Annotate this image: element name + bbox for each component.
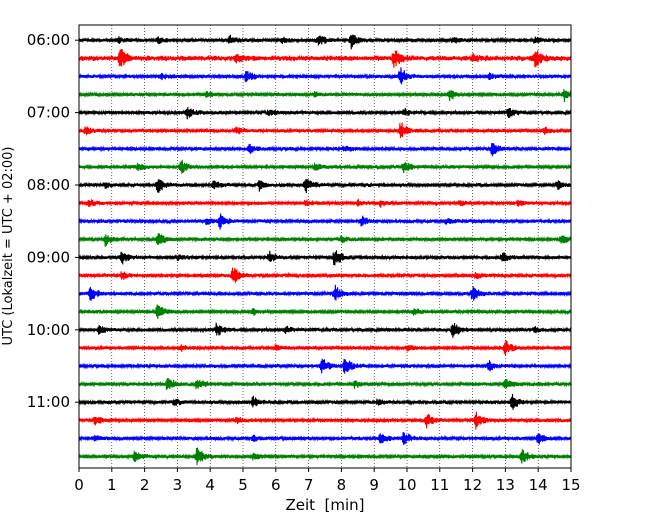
trace-0645 (78, 89, 572, 103)
trace-1015 (78, 339, 572, 356)
x-tick-label: 12 (463, 476, 482, 494)
x-tick-label: 7 (304, 476, 314, 494)
y-axis-label: UTC (Lokalzeit = UTC + 02:00) (1, 147, 16, 346)
y-tick-label: 06:00 (27, 31, 70, 49)
grid-lines (111, 25, 539, 468)
traces (78, 34, 572, 466)
y-tick-label: 08:00 (27, 176, 70, 194)
plot-frame (78, 24, 572, 469)
y-tick-label: 11:00 (27, 393, 70, 411)
x-tick-label: 15 (561, 476, 580, 494)
trace-0830 (78, 213, 572, 230)
trace-1045 (78, 377, 572, 390)
trace-0930 (78, 284, 572, 302)
x-tick-label: 13 (496, 476, 515, 494)
trace-0945 (78, 304, 572, 319)
y-tick-label: 09:00 (27, 248, 70, 266)
x-tick-label: 11 (430, 476, 449, 494)
trace-0800 (78, 179, 572, 194)
trace-1030 (78, 358, 572, 374)
y-tick-label: 10:00 (27, 321, 70, 339)
x-tick-label: 1 (107, 476, 117, 494)
trace-0615 (78, 49, 572, 68)
trace-1145 (78, 447, 572, 466)
trace-0915 (78, 267, 572, 283)
x-axis-ticks: 0 1 2 3 4 5 6 7 8 9 10 11 12 13 14 15 (74, 468, 581, 494)
trace-0600 (78, 34, 572, 50)
trace-0815 (78, 198, 572, 208)
x-tick-label: 9 (369, 476, 379, 494)
x-tick-label: 3 (173, 476, 183, 494)
trace-1130 (78, 431, 572, 446)
trace-1000 (78, 322, 572, 338)
trace-1100 (78, 393, 572, 410)
x-tick-label: 8 (337, 476, 347, 494)
trace-1115 (78, 411, 572, 430)
trace-0715 (78, 122, 572, 139)
y-axis-ticks: 06:00 07:00 08:00 09:00 10:00 11:00 (27, 31, 79, 411)
x-axis-label: Zeit [min] (285, 496, 364, 514)
trace-0630 (78, 67, 572, 85)
x-tick-label: 2 (140, 476, 150, 494)
trace-0730 (78, 143, 572, 157)
x-tick-label: 6 (271, 476, 281, 494)
x-tick-label: 10 (397, 476, 416, 494)
trace-0900 (78, 250, 572, 266)
trace-0745 (78, 159, 572, 174)
y-tick-label: 07:00 (27, 104, 70, 122)
x-tick-label: 14 (529, 476, 548, 494)
trace-0845 (78, 233, 572, 247)
trace-0700 (78, 107, 572, 120)
x-tick-label: 0 (74, 476, 84, 494)
x-tick-label: 5 (238, 476, 248, 494)
x-tick-label: 4 (205, 476, 215, 494)
